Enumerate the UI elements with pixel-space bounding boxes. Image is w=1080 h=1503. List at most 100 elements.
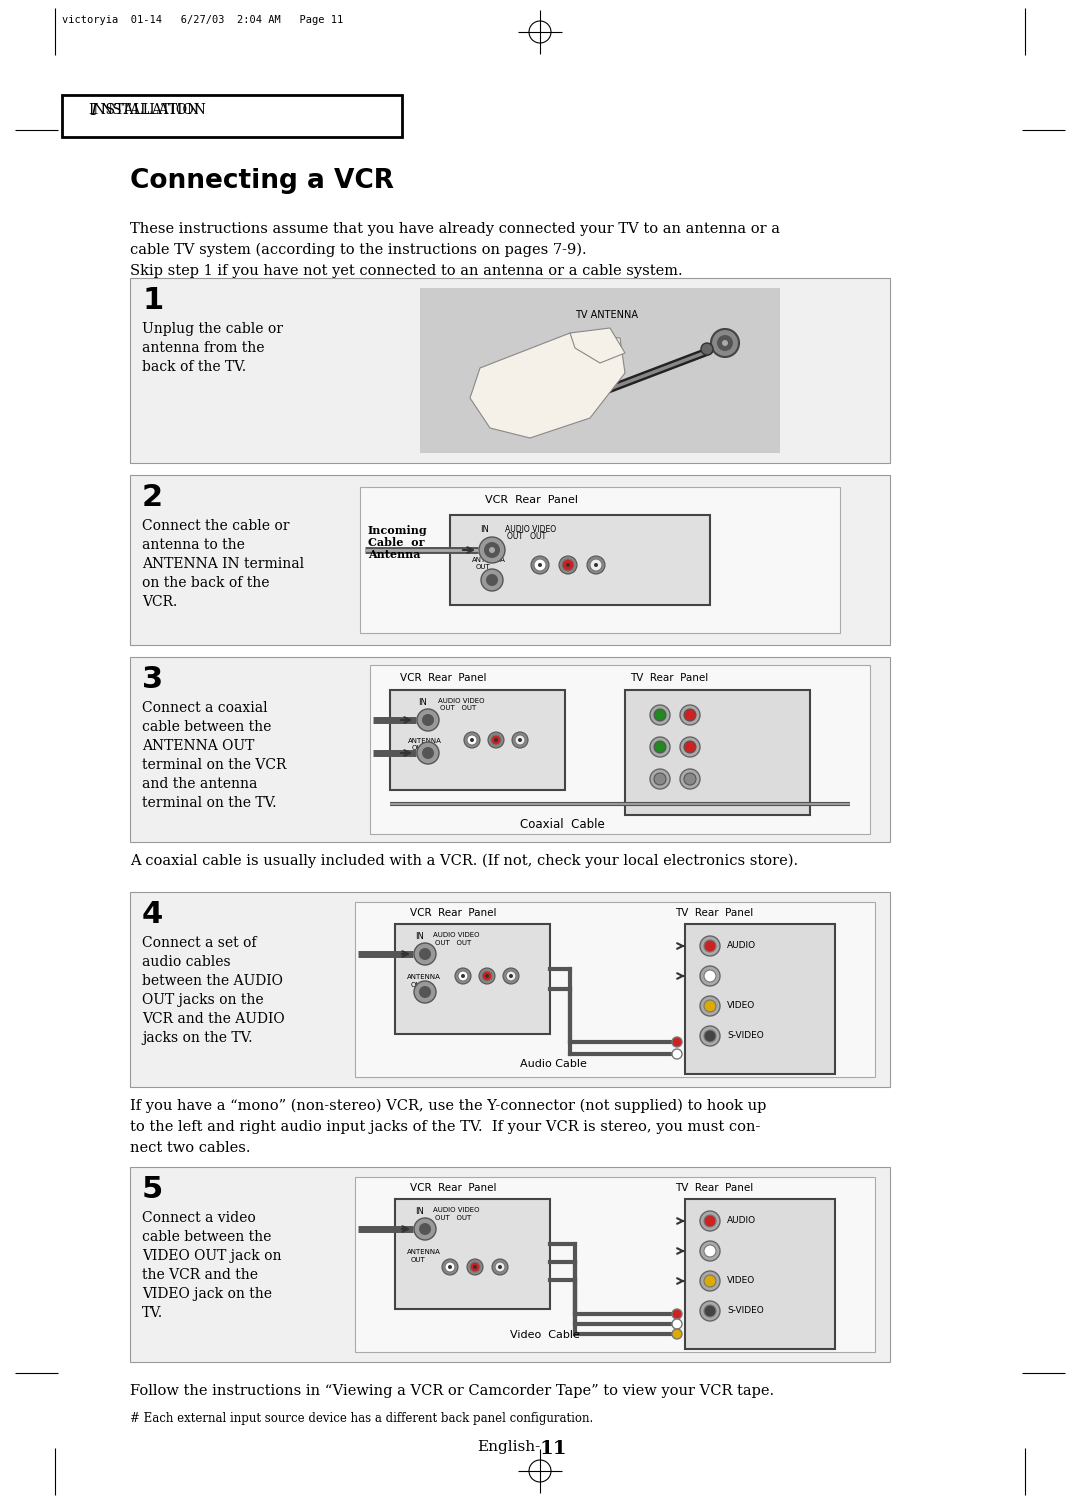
Text: ANTENNA: ANTENNA [407, 1249, 441, 1255]
Circle shape [470, 1263, 480, 1272]
Bar [390, 690, 565, 791]
Text: Connect a coaxial: Connect a coaxial [141, 700, 268, 715]
Circle shape [672, 1049, 681, 1060]
Circle shape [650, 705, 670, 724]
Text: IN: IN [418, 697, 427, 706]
Text: VIDEO OUT jack on: VIDEO OUT jack on [141, 1249, 282, 1263]
Circle shape [414, 942, 436, 965]
Text: AUDIO VIDEO: AUDIO VIDEO [433, 1207, 480, 1213]
Circle shape [700, 1211, 720, 1231]
Circle shape [419, 986, 431, 998]
Circle shape [700, 1241, 720, 1261]
Text: 11: 11 [540, 1440, 567, 1458]
Circle shape [672, 1309, 681, 1320]
Text: These instructions assume that you have already connected your TV to an antenna : These instructions assume that you have … [130, 222, 780, 236]
Circle shape [473, 1266, 477, 1269]
Text: VCR  Rear  Panel: VCR Rear Panel [410, 1183, 497, 1193]
Circle shape [485, 974, 489, 978]
Circle shape [700, 1027, 720, 1046]
Text: terminal on the VCR: terminal on the VCR [141, 758, 286, 773]
Circle shape [680, 770, 700, 789]
Circle shape [492, 1260, 508, 1275]
Text: AUDIO VIDEO: AUDIO VIDEO [438, 697, 485, 703]
Circle shape [650, 736, 670, 758]
Text: IN: IN [415, 1207, 423, 1216]
Bar [355, 1177, 875, 1353]
Circle shape [684, 741, 696, 753]
Text: and the antenna: and the antenna [141, 777, 257, 791]
Circle shape [512, 732, 528, 748]
Text: AUDIO VIDEO: AUDIO VIDEO [505, 525, 556, 534]
Circle shape [495, 1263, 505, 1272]
Circle shape [486, 574, 498, 586]
Circle shape [489, 547, 495, 553]
Text: IN: IN [415, 932, 423, 941]
Text: # Each external input source device has a different back panel configuration.: # Each external input source device has … [130, 1411, 593, 1425]
Text: nect two cables.: nect two cables. [130, 1141, 251, 1154]
Text: A coaxial cable is usually included with a VCR. (If not, check your local electr: A coaxial cable is usually included with… [130, 854, 798, 869]
Circle shape [654, 709, 666, 721]
Circle shape [672, 1320, 681, 1329]
Circle shape [464, 732, 480, 748]
Bar [130, 891, 890, 1087]
Text: AUDIO: AUDIO [727, 1216, 756, 1225]
Circle shape [704, 1030, 716, 1042]
Text: Skip step 1 if you have not yet connected to an antenna or a cable system.: Skip step 1 if you have not yet connecte… [130, 265, 683, 278]
Circle shape [559, 556, 577, 574]
Text: TV  Rear  Panel: TV Rear Panel [630, 673, 708, 682]
Circle shape [442, 1260, 458, 1275]
Text: NSTALLATION: NSTALLATION [100, 104, 206, 117]
Text: 1: 1 [141, 286, 163, 316]
Circle shape [704, 1275, 716, 1287]
Text: ANTENNA OUT: ANTENNA OUT [141, 739, 255, 753]
Text: 3: 3 [141, 664, 163, 694]
Text: Antenna: Antenna [368, 549, 420, 561]
Bar [360, 487, 840, 633]
Text: Connect the cable or: Connect the cable or [141, 519, 289, 534]
Circle shape [672, 1329, 681, 1339]
Text: between the AUDIO: between the AUDIO [141, 974, 283, 987]
Text: OUT   OUT: OUT OUT [507, 532, 546, 541]
Bar [355, 902, 875, 1078]
Text: cable between the: cable between the [141, 1229, 271, 1244]
Polygon shape [470, 334, 625, 437]
Text: OUT jacks on the: OUT jacks on the [141, 993, 264, 1007]
Circle shape [491, 735, 501, 745]
Text: 2: 2 [141, 482, 163, 513]
Text: cable TV system (according to the instructions on pages 7-9).: cable TV system (according to the instru… [130, 243, 586, 257]
Text: TV.: TV. [141, 1306, 163, 1320]
Circle shape [654, 741, 666, 753]
Text: VCR  Rear  Panel: VCR Rear Panel [410, 908, 497, 918]
Text: INSTALLATION: INSTALLATION [87, 104, 199, 117]
Circle shape [467, 1260, 483, 1275]
Circle shape [480, 968, 495, 984]
Bar [625, 690, 810, 815]
Bar [420, 289, 780, 452]
Bar [395, 924, 550, 1034]
Circle shape [562, 559, 573, 571]
Text: IN: IN [480, 525, 489, 534]
Circle shape [588, 556, 605, 574]
Text: Connect a video: Connect a video [141, 1211, 256, 1225]
Text: Audio Cable: Audio Cable [519, 1060, 586, 1069]
Text: terminal on the TV.: terminal on the TV. [141, 797, 276, 810]
Circle shape [458, 971, 468, 981]
Circle shape [680, 736, 700, 758]
Bar [685, 924, 835, 1075]
Bar [395, 1199, 550, 1309]
Text: VCR  Rear  Panel: VCR Rear Panel [400, 673, 486, 682]
Circle shape [488, 732, 504, 748]
Circle shape [481, 570, 503, 591]
Text: Connect a set of: Connect a set of [141, 936, 257, 950]
Circle shape [494, 738, 498, 742]
Circle shape [518, 738, 522, 742]
Text: 5: 5 [141, 1175, 163, 1204]
Text: audio cables: audio cables [141, 954, 231, 969]
Text: Cable  or: Cable or [368, 537, 424, 549]
Circle shape [684, 709, 696, 721]
Circle shape [700, 1302, 720, 1321]
Text: antenna to the: antenna to the [141, 538, 245, 552]
Circle shape [515, 735, 525, 745]
Circle shape [680, 705, 700, 724]
Text: Unplug the cable or: Unplug the cable or [141, 322, 283, 337]
